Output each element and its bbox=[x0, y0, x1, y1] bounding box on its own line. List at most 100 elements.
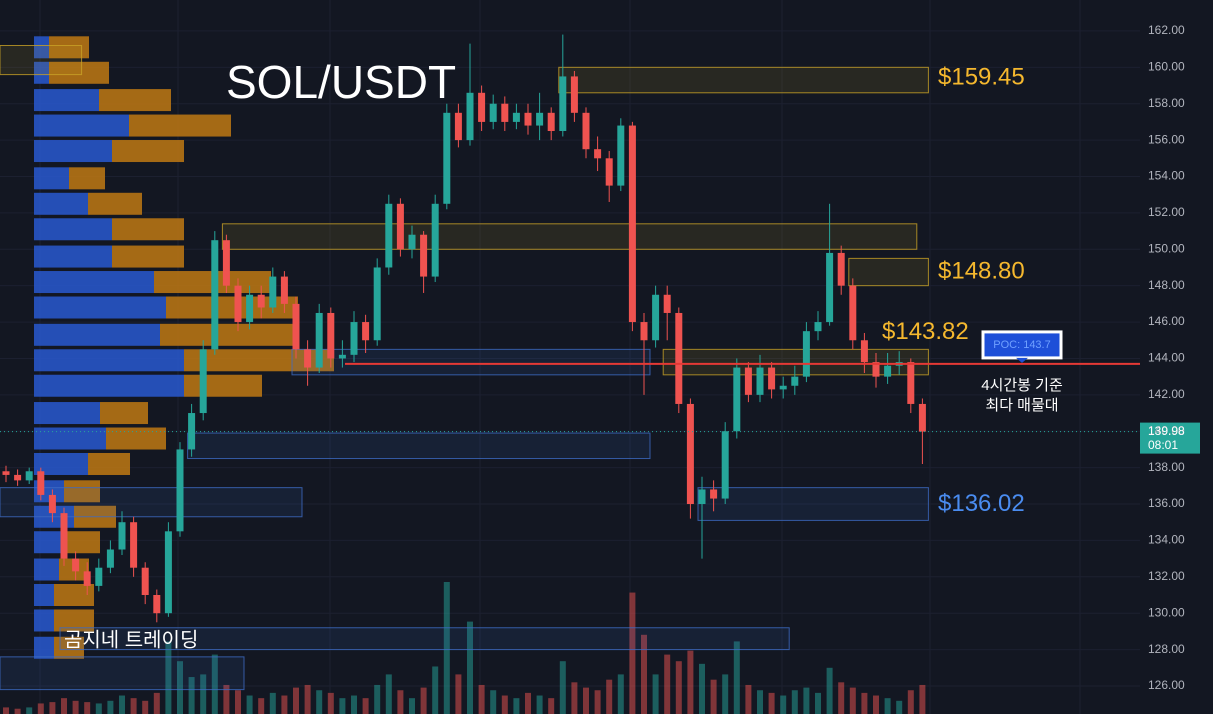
volume-bar bbox=[14, 708, 21, 714]
candle-body bbox=[814, 322, 822, 332]
profile-sell bbox=[88, 192, 142, 215]
volume-bar bbox=[177, 661, 183, 714]
profile-buy bbox=[34, 349, 184, 372]
candle-body bbox=[106, 549, 114, 568]
candle-body bbox=[164, 531, 172, 614]
volume-bar bbox=[455, 674, 462, 714]
y-tick-label: 156.00 bbox=[1148, 132, 1185, 146]
candle-body bbox=[872, 362, 880, 377]
candle-body bbox=[768, 367, 776, 390]
profile-sell bbox=[64, 480, 100, 503]
volume-bar bbox=[722, 674, 729, 714]
watermark: 곰지네 트레이딩 bbox=[64, 628, 198, 651]
profile-sell bbox=[49, 61, 109, 84]
profile-sell bbox=[112, 140, 184, 163]
candle-body bbox=[188, 413, 196, 450]
candle-body bbox=[849, 285, 857, 341]
volume-bar bbox=[293, 687, 299, 714]
zone bbox=[59, 627, 790, 651]
candle-body bbox=[675, 312, 683, 404]
candle-body bbox=[779, 385, 787, 390]
volume-bar bbox=[687, 650, 694, 714]
zone bbox=[848, 257, 929, 287]
y-tick-label: 158.00 bbox=[1148, 96, 1185, 110]
volume-bar bbox=[617, 674, 624, 714]
candle-body bbox=[443, 112, 451, 204]
volume-bar bbox=[826, 667, 833, 714]
candle-body bbox=[907, 362, 915, 404]
volume-bar bbox=[362, 698, 369, 714]
volume-bar bbox=[583, 687, 589, 714]
volume-bar bbox=[815, 692, 821, 714]
volume-bar bbox=[49, 702, 56, 714]
profile-buy bbox=[34, 402, 100, 425]
candle-body bbox=[536, 112, 544, 126]
volume-bar bbox=[664, 654, 671, 714]
candle-body bbox=[222, 240, 230, 286]
candle-body bbox=[234, 285, 242, 323]
volume-bar bbox=[3, 707, 9, 714]
candle-body bbox=[582, 112, 590, 150]
candle-body bbox=[141, 567, 149, 595]
profile-buy bbox=[34, 89, 99, 112]
candle-body bbox=[918, 403, 926, 432]
volume-bar bbox=[745, 684, 752, 714]
candle-body bbox=[257, 294, 265, 308]
candle-body bbox=[280, 276, 288, 304]
candle-body bbox=[176, 449, 184, 532]
candle-body bbox=[327, 312, 335, 359]
chart-title: SOL/USDT bbox=[226, 56, 456, 108]
volume-bar bbox=[84, 702, 91, 714]
countdown-label: 08:01 bbox=[1148, 438, 1178, 452]
y-tick-label: 138.00 bbox=[1148, 460, 1185, 474]
y-tick-label: 136.00 bbox=[1148, 496, 1185, 510]
profile-buy bbox=[34, 140, 112, 163]
volume-bar bbox=[37, 703, 44, 714]
level-label: $136.02 bbox=[938, 490, 1025, 517]
candle-body bbox=[756, 367, 764, 395]
y-tick-label: 160.00 bbox=[1148, 59, 1185, 73]
volume-bar bbox=[235, 690, 241, 714]
profile-buy bbox=[34, 245, 112, 268]
candle-body bbox=[570, 76, 578, 113]
candle-body bbox=[454, 112, 462, 141]
volume-bar bbox=[536, 695, 543, 714]
volume-bar bbox=[907, 690, 914, 714]
candle-body bbox=[304, 349, 312, 368]
candle-body bbox=[802, 331, 810, 377]
volume-bar bbox=[165, 641, 172, 714]
candle-body bbox=[95, 567, 103, 586]
candle-body bbox=[350, 322, 358, 355]
profile-buy bbox=[34, 271, 154, 294]
profile-buy bbox=[34, 531, 64, 554]
volume-bar bbox=[478, 684, 485, 714]
volume-bar bbox=[119, 695, 125, 714]
y-tick-label: 142.00 bbox=[1148, 387, 1185, 401]
y-tick-label: 152.00 bbox=[1148, 205, 1185, 219]
candle-body bbox=[791, 376, 799, 386]
volume-bar bbox=[246, 695, 253, 714]
volume-bar bbox=[594, 690, 601, 714]
volume-bar bbox=[513, 698, 520, 714]
volume-bar bbox=[351, 695, 357, 714]
volume-bar bbox=[304, 684, 311, 714]
volume-bar bbox=[95, 703, 102, 714]
candle-body bbox=[373, 267, 381, 341]
zone bbox=[697, 487, 929, 521]
profile-buy bbox=[34, 114, 129, 137]
profile-sell bbox=[64, 531, 100, 554]
profile-sell bbox=[112, 245, 184, 268]
profile-sell bbox=[49, 36, 89, 59]
last-price-box bbox=[1140, 422, 1200, 454]
candle-body bbox=[431, 203, 439, 277]
poc-label: POC: 143.7 bbox=[993, 339, 1050, 351]
volume-bar bbox=[873, 695, 879, 714]
zone bbox=[0, 656, 245, 691]
volume-bar bbox=[61, 698, 67, 714]
volume-bar bbox=[606, 679, 613, 714]
volume-bar bbox=[130, 698, 137, 714]
candle-body bbox=[14, 474, 22, 481]
candle-body bbox=[408, 234, 416, 250]
candle-body bbox=[153, 595, 161, 614]
